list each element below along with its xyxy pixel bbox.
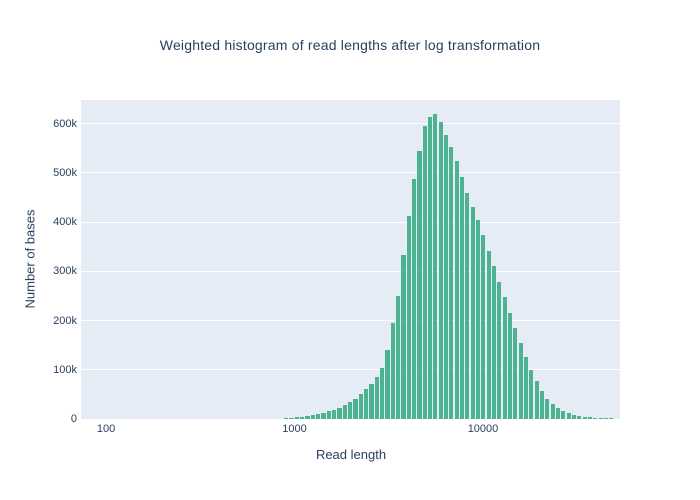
histogram-bar — [502, 296, 507, 419]
y-gridline — [81, 221, 620, 223]
histogram-bar — [491, 266, 497, 419]
histogram-bar — [486, 250, 491, 419]
histogram-bar — [438, 122, 443, 419]
histogram-bar — [577, 415, 582, 419]
histogram-bar — [470, 207, 475, 419]
histogram-bar — [550, 404, 555, 419]
histogram-bar — [571, 414, 577, 419]
histogram-bar — [417, 150, 422, 419]
histogram-bar — [459, 176, 465, 419]
histogram-bar — [310, 415, 315, 419]
histogram-bar — [316, 414, 321, 419]
histogram-bar — [326, 411, 331, 419]
histogram-bar — [561, 411, 566, 419]
y-tick-label: 200k — [53, 314, 77, 327]
histogram-bar — [539, 390, 545, 419]
histogram-bar — [305, 415, 310, 419]
y-tick-label: 100k — [53, 363, 77, 376]
plot-area[interactable] — [81, 100, 620, 419]
histogram-bar — [348, 402, 353, 419]
chart-title: Weighted histogram of read lengths after… — [159, 37, 541, 53]
y-gridline — [81, 320, 620, 322]
y-tick-label: 0 — [70, 413, 77, 425]
y-gridline — [81, 123, 620, 125]
histogram-bar — [433, 114, 438, 419]
histogram-bar — [337, 407, 342, 419]
histogram-bar — [497, 282, 502, 419]
histogram-bar — [582, 416, 587, 419]
histogram-bar — [401, 255, 406, 419]
x-tick-label: 10000 — [467, 423, 499, 435]
x-tick-label: 1000 — [282, 423, 307, 435]
histogram-bar — [513, 327, 518, 419]
histogram-bar — [380, 368, 385, 419]
histogram-bar — [587, 417, 593, 419]
histogram-bar — [529, 370, 534, 419]
x-axis-title: Read length — [315, 447, 387, 462]
histogram-bar — [518, 343, 523, 419]
histogram-bar — [507, 313, 513, 419]
histogram-bar — [566, 413, 571, 419]
y-axis-title: Number of bases — [22, 209, 38, 309]
y-tick-label: 600k — [53, 117, 77, 130]
histogram-bar — [358, 394, 363, 419]
y-gridline — [81, 369, 620, 371]
histogram-bar — [609, 418, 614, 419]
histogram-bar — [332, 409, 337, 419]
histogram-bar — [342, 405, 347, 419]
histogram-bar — [385, 350, 390, 419]
histogram-bar — [465, 193, 470, 419]
histogram-bar — [406, 216, 411, 419]
histogram-bar — [374, 376, 379, 419]
histogram-bar — [422, 125, 427, 419]
y-tick-label: 400k — [53, 216, 77, 229]
histogram-bar — [390, 322, 395, 419]
histogram-bar — [289, 417, 294, 419]
histogram-bar — [321, 412, 326, 419]
x-tick-label: 100 — [96, 423, 116, 435]
histogram-bar — [443, 134, 449, 419]
histogram-bar — [284, 418, 289, 419]
y-gridline — [81, 270, 620, 272]
histogram-bar — [294, 417, 299, 419]
histogram-bar — [396, 295, 401, 419]
histogram-bar — [300, 416, 305, 419]
histogram-bar — [534, 381, 539, 419]
histogram-bar — [449, 146, 454, 419]
histogram-bar — [481, 234, 486, 419]
histogram-bar — [523, 357, 529, 419]
histogram-bar — [454, 161, 459, 419]
y-gridline — [81, 172, 620, 174]
histogram-bar — [555, 408, 561, 419]
y-tick-label: 500k — [53, 166, 77, 179]
histogram-bar — [369, 383, 374, 419]
histogram-bar — [353, 398, 358, 419]
histogram-bar — [412, 179, 417, 419]
histogram-bar — [427, 116, 433, 419]
histogram-bar — [545, 398, 550, 419]
histogram-bar — [364, 389, 369, 419]
histogram-bar — [475, 219, 481, 419]
histogram-bar — [603, 418, 608, 419]
histogram-bar — [593, 417, 598, 419]
histogram-bar — [598, 417, 603, 419]
y-tick-label: 300k — [53, 265, 77, 278]
